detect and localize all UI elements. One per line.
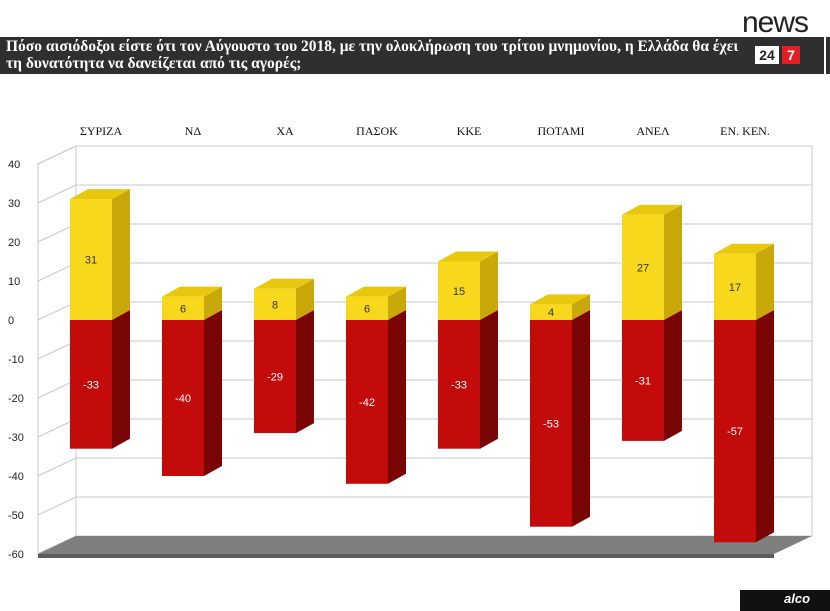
category-label: ΑΝΕΛ (636, 124, 670, 138)
gridline (37, 145, 812, 165)
bar-negative (622, 320, 664, 441)
bar-negative-side (204, 310, 222, 476)
data-label-negative: -40 (175, 393, 191, 405)
y-tick-label: -10 (8, 354, 24, 366)
bar-positive-side (664, 204, 682, 320)
bar-positive-top (162, 286, 222, 297)
y-tick-label: -40 (8, 471, 24, 483)
bar-positive-side (480, 251, 498, 320)
bar-positive-side (204, 286, 222, 320)
bar-positive (622, 214, 664, 320)
bar-negative (70, 320, 112, 449)
category-label: ΣΥΡΙΖΑ (80, 124, 123, 138)
bar-positive-top (714, 243, 774, 254)
bar-positive (162, 296, 204, 320)
category-label: ΕΝ. ΚΕΝ. (720, 124, 770, 138)
data-label-negative: -33 (83, 379, 99, 391)
data-label-positive: 6 (364, 303, 370, 315)
bar-positive (530, 304, 572, 320)
data-label-negative: -57 (727, 426, 743, 438)
bar-negative (530, 320, 572, 527)
y-tick-label: -50 (8, 510, 24, 522)
data-label-positive: 17 (729, 282, 741, 294)
bar-negative-side (296, 310, 314, 434)
y-tick-label: -20 (8, 393, 24, 405)
floor (38, 536, 812, 554)
bar-positive (70, 199, 112, 320)
data-label-positive: 15 (453, 286, 465, 298)
alco-logo: alco (784, 591, 811, 606)
question-title: Πόσο αισιόδοξοι είστε ότι τον Αύγουστο τ… (6, 38, 739, 72)
y-tick-label: -30 (8, 432, 24, 444)
data-label-positive: 4 (548, 307, 554, 319)
bar-positive (254, 288, 296, 320)
footer-bar (740, 590, 830, 611)
data-label-negative: -33 (451, 379, 467, 391)
bar-negative-side (664, 310, 682, 441)
bar-positive-top (530, 294, 590, 305)
news-logo: news (742, 6, 809, 39)
bar-negative-side (480, 310, 498, 449)
bar-positive (346, 296, 388, 320)
data-label-negative: -42 (359, 397, 375, 409)
data-label-positive: 27 (637, 262, 649, 274)
y-tick-label: 10 (8, 276, 20, 288)
bar-positive-top (70, 189, 130, 200)
header-edge (826, 37, 830, 74)
bar-positive-top (346, 286, 406, 297)
bar-positive-side (112, 189, 130, 320)
y-tick-label: 40 (8, 159, 20, 171)
category-label: ΧΑ (276, 124, 294, 138)
bar-negative (162, 320, 204, 476)
data-label-positive: 31 (85, 255, 97, 267)
y-tick-label: -60 (8, 549, 24, 561)
bar-negative (254, 320, 296, 434)
category-label: ΚΚΕ (457, 124, 482, 138)
bar-negative-side (572, 310, 590, 527)
bar-positive (438, 261, 480, 320)
bar-negative-side (112, 310, 130, 449)
bar-positive-side (296, 278, 314, 320)
bar-positive-side (388, 286, 406, 320)
bar-positive-top (254, 278, 314, 289)
data-label-negative: -53 (543, 418, 559, 430)
data-label-negative: -29 (267, 372, 283, 384)
logo-7-badge: 7 (782, 46, 800, 64)
bar-negative-side (388, 310, 406, 484)
bar-positive-side (572, 294, 590, 320)
floor-edge (38, 554, 774, 558)
category-label: ΠΟΤΑΜΙ (537, 124, 584, 138)
bar-positive-top (438, 251, 498, 262)
data-label-negative: -31 (635, 375, 651, 387)
bar-positive-side (756, 243, 774, 320)
bar-positive (714, 253, 756, 320)
gridline (37, 184, 812, 204)
category-label: ΝΔ (185, 124, 202, 138)
header-bar (0, 37, 762, 74)
data-label-positive: 6 (180, 303, 186, 315)
data-label-positive: 8 (272, 299, 278, 311)
category-label: ΠΑΣΟΚ (356, 124, 398, 138)
y-tick-label: 20 (8, 237, 20, 249)
y-tick-label: 30 (8, 198, 20, 210)
bar-negative-side (756, 310, 774, 543)
bar-negative (438, 320, 480, 449)
logo-24-badge: 24 (755, 46, 779, 64)
bar-positive-top (622, 204, 682, 215)
bar-negative (346, 320, 388, 484)
y-tick-label: 0 (8, 315, 14, 327)
bar-negative (714, 320, 756, 543)
